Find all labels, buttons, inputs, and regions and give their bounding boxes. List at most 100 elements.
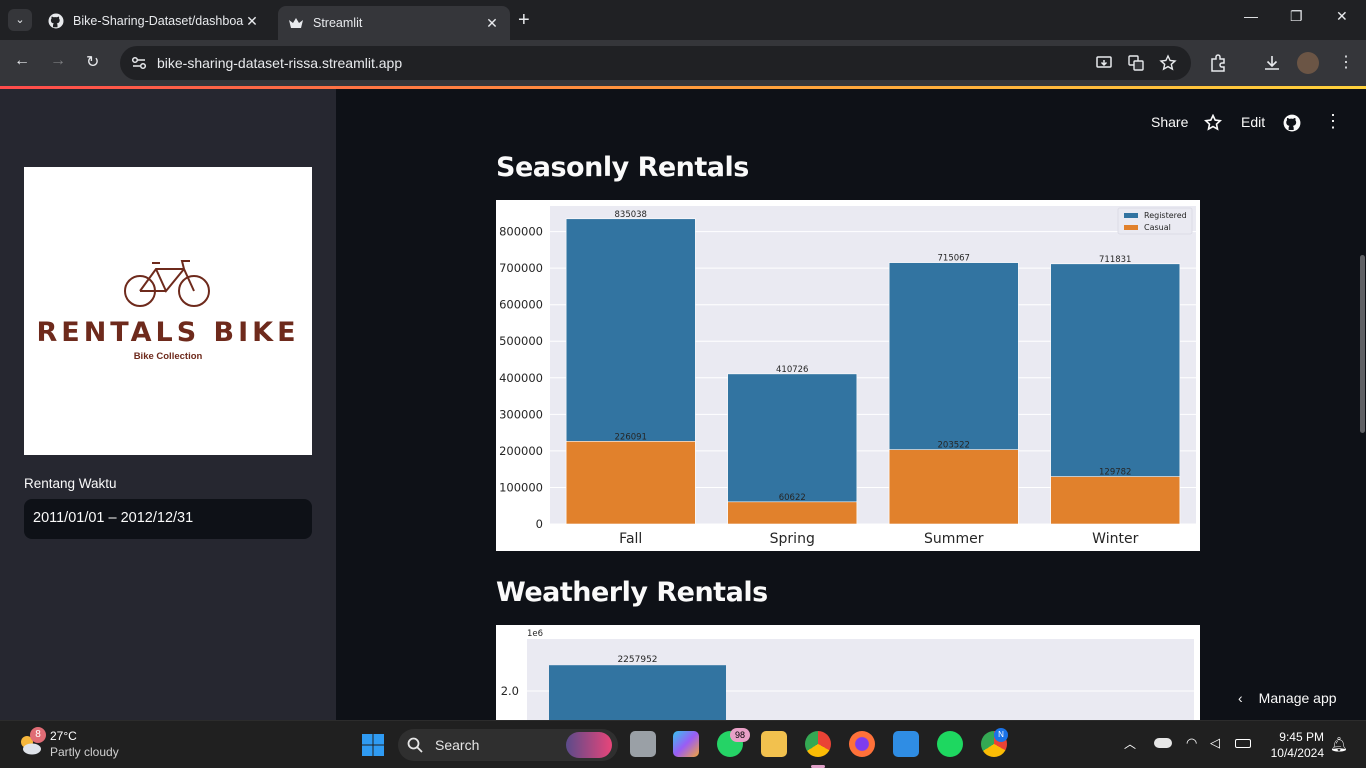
x-tick-label: Winter bbox=[1092, 531, 1138, 547]
search-label: Search bbox=[435, 737, 480, 753]
bar-casual bbox=[727, 501, 858, 525]
tab-search-button[interactable]: ⌄ bbox=[8, 9, 32, 31]
system-clock[interactable]: 9:45 PM 10/4/2024 bbox=[1271, 729, 1324, 761]
windows-taskbar: 8 27°C Partly cloudy Search 98 N ︿ ◠ ◁ 9… bbox=[0, 720, 1366, 768]
search-icon bbox=[407, 737, 423, 753]
bicycle-icon bbox=[124, 260, 210, 307]
bookmark-star-icon[interactable] bbox=[1159, 54, 1177, 72]
weather-rentals-chart: 1e6 2.0 2257952 bbox=[496, 625, 1200, 720]
github-icon[interactable] bbox=[1283, 114, 1301, 132]
y-tick-label: 2.0 bbox=[501, 684, 519, 698]
data-label: 410726 bbox=[776, 365, 808, 375]
volume-icon[interactable]: ◁ bbox=[1210, 735, 1220, 750]
clock-date: 10/4/2024 bbox=[1270, 746, 1324, 760]
legend-label: Casual bbox=[1144, 223, 1171, 232]
back-icon[interactable]: ← bbox=[14, 52, 30, 69]
close-tab-icon[interactable]: ✕ bbox=[246, 12, 258, 29]
app-menu-icon[interactable]: ⋮ bbox=[1324, 111, 1342, 131]
active-app-indicator bbox=[811, 765, 825, 768]
x-tick-label: Summer bbox=[924, 531, 984, 547]
manage-app-button[interactable]: ‹ Manage app bbox=[1238, 690, 1350, 706]
chrome-profile-badge: N bbox=[994, 728, 1008, 742]
notepad-icon[interactable] bbox=[893, 731, 919, 757]
scale-label: 1e6 bbox=[527, 629, 543, 639]
tab-streamlit[interactable]: Streamlit ✕ bbox=[278, 6, 510, 40]
bar-casual bbox=[888, 449, 1019, 525]
weather-desc: Partly cloudy bbox=[50, 745, 119, 759]
chevron-left-icon: ‹ bbox=[1238, 690, 1243, 706]
chevron-up-icon[interactable]: ︿ bbox=[1124, 737, 1137, 751]
onedrive-icon[interactable] bbox=[1154, 738, 1172, 748]
wifi-icon[interactable]: ◠ bbox=[1186, 735, 1198, 750]
rentals-bike-logo: RENTALS BIKE Bike Collection bbox=[24, 167, 312, 455]
extensions-icon[interactable] bbox=[1208, 53, 1228, 73]
streamlit-status-line bbox=[0, 86, 1366, 89]
site-info-icon[interactable] bbox=[130, 54, 148, 72]
clock-time: 9:45 PM bbox=[1279, 730, 1324, 744]
logo-brand-text: RENTALS BIKE bbox=[36, 317, 300, 348]
data-label: 2257952 bbox=[617, 655, 657, 665]
firefox-icon[interactable] bbox=[849, 731, 875, 757]
downloads-icon[interactable] bbox=[1262, 53, 1282, 73]
seasonal-rentals-title: Seasonly Rentals bbox=[496, 152, 749, 183]
streamlit-icon bbox=[288, 15, 304, 31]
date-range-input[interactable]: 2011/01/01 – 2012/12/31 bbox=[24, 499, 312, 539]
data-label: 226091 bbox=[615, 432, 647, 442]
weather-temp: 27°C bbox=[50, 729, 77, 743]
url-text: bike-sharing-dataset-rissa.streamlit.app bbox=[157, 55, 403, 71]
weather-bar-chart: 1e6 2.0 2257952 bbox=[501, 629, 1194, 720]
notification-bell-icon[interactable]: 🔔︎ bbox=[1330, 736, 1348, 752]
data-label: 203522 bbox=[938, 441, 970, 451]
y-tick-label: 600000 bbox=[499, 298, 543, 312]
manage-app-label: Manage app bbox=[1258, 690, 1337, 706]
file-explorer-icon[interactable] bbox=[761, 731, 787, 757]
page-scrollbar[interactable] bbox=[1360, 255, 1365, 433]
y-tick-label: 200000 bbox=[499, 444, 543, 458]
bar-casual bbox=[1050, 476, 1181, 525]
data-label: 129782 bbox=[1099, 468, 1131, 478]
data-label: 715067 bbox=[938, 254, 970, 264]
legend-swatch bbox=[1124, 213, 1138, 218]
forward-icon[interactable]: → bbox=[50, 52, 66, 69]
sidebar: RENTALS BIKE Bike Collection Rentang Wak… bbox=[0, 89, 336, 720]
whatsapp-badge: 98 bbox=[730, 728, 750, 742]
battery-icon[interactable] bbox=[1235, 739, 1251, 748]
x-tick-label: Fall bbox=[619, 531, 642, 547]
star-icon[interactable] bbox=[1204, 114, 1222, 132]
y-tick-label: 500000 bbox=[499, 334, 543, 348]
date-range-label: Rentang Waktu bbox=[24, 476, 117, 491]
address-bar[interactable]: bike-sharing-dataset-rissa.streamlit.app bbox=[120, 46, 1191, 80]
translate-icon[interactable] bbox=[1127, 54, 1145, 72]
spotify-icon[interactable] bbox=[937, 731, 963, 757]
install-app-icon[interactable] bbox=[1095, 54, 1113, 72]
chrome-icon[interactable] bbox=[805, 731, 831, 757]
data-label: 60622 bbox=[779, 493, 806, 503]
seasonal-bar-chart: 0 100000 200000 300000 400000 500000 600000 700… bbox=[499, 206, 1196, 547]
windows-start-icon[interactable] bbox=[361, 733, 385, 757]
copilot-icon[interactable] bbox=[673, 731, 699, 757]
restore-button[interactable]: ❐ bbox=[1290, 8, 1303, 24]
close-tab-icon[interactable]: ✕ bbox=[486, 14, 498, 31]
task-view-icon[interactable] bbox=[630, 731, 656, 757]
menu-kebab-icon[interactable]: ⋮ bbox=[1338, 54, 1354, 71]
y-tick-label: 400000 bbox=[499, 371, 543, 385]
bar-casual bbox=[565, 441, 696, 525]
partly-cloudy-icon bbox=[21, 736, 41, 755]
y-tick-label: 300000 bbox=[499, 407, 543, 421]
browser-toolbar: ← → ↻ bike-sharing-dataset-rissa.streaml… bbox=[0, 40, 1366, 86]
bar bbox=[549, 665, 726, 720]
close-window-button[interactable]: ✕ bbox=[1336, 8, 1348, 24]
legend-label: Registered bbox=[1144, 211, 1187, 220]
share-button[interactable]: Share bbox=[1151, 114, 1189, 130]
reload-icon[interactable]: ↻ bbox=[86, 54, 100, 71]
logo-tagline: Bike Collection bbox=[133, 351, 203, 362]
edit-button[interactable]: Edit bbox=[1241, 114, 1266, 130]
profile-avatar[interactable] bbox=[1297, 52, 1319, 74]
github-icon bbox=[48, 13, 64, 29]
tab-github[interactable]: Bike-Sharing-Dataset/dashboar ✕ bbox=[38, 6, 270, 36]
x-tick-label: Spring bbox=[770, 531, 815, 547]
new-tab-button[interactable]: + bbox=[518, 9, 530, 31]
weather-rentals-title: Weatherly Rentals bbox=[496, 577, 768, 608]
taskbar-search[interactable]: Search bbox=[398, 729, 618, 761]
minimize-button[interactable]: — bbox=[1244, 8, 1258, 24]
